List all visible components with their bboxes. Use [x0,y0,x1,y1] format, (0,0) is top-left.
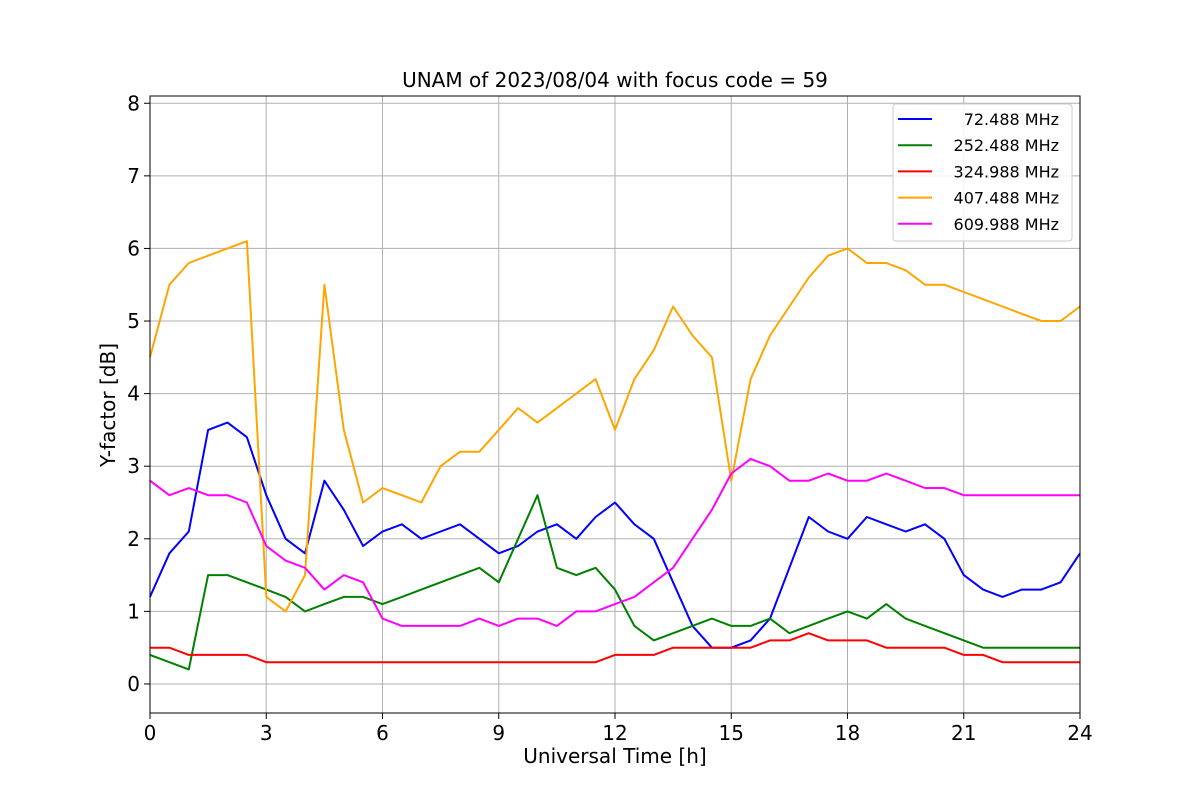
legend-label-3: 407.488 MHz [954,189,1059,208]
y-axis-label: Y-factor [dB] [96,343,120,468]
legend-label-0: 72.488 MHz [964,110,1059,129]
x-tick-label: 9 [492,721,505,745]
y-tick-label: 6 [127,236,140,260]
legend-entries: 72.488 MHz 252.488 MHz 324.988 MHz 407.488 … [898,110,1059,234]
x-tick-label: 12 [602,721,627,745]
legend-label-4: 609.988 MHz [954,215,1059,234]
y-tick-label: 0 [127,672,140,696]
x-tick-label: 18 [835,721,860,745]
series-line-0 [149,421,1081,649]
y-tick-label: 8 [127,91,140,115]
legend: 72.488 MHz 252.488 MHz 324.988 MHz 407.488 … [892,103,1073,242]
series-line-3 [149,240,1081,613]
chart-title: UNAM of 2023/08/04 with focus code = 59 [402,68,828,92]
x-tick-label: 24 [1067,721,1092,745]
series-line-1 [149,494,1080,671]
x-axis-label: Universal Time [h] [523,744,706,768]
legend-box [892,103,1073,242]
series-line-4 [149,457,1080,627]
y-tick-label: 2 [127,527,140,551]
x-tick-label: 15 [719,721,744,745]
y-tick-label: 3 [127,454,140,478]
legend-label-1: 252.488 MHz [954,136,1059,155]
x-tick-label: 6 [376,721,389,745]
series-line-2 [150,632,1080,664]
y-tick-label: 7 [127,164,140,188]
y-tick-label: 4 [127,382,140,406]
x-tick-label: 3 [260,721,273,745]
legend-label-2: 324.988 MHz [954,162,1059,181]
x-tick-label: 21 [951,721,976,745]
y-tick-label: 5 [127,309,140,333]
x-tick-label: 0 [144,721,157,745]
y-tick-label: 1 [127,599,140,623]
series-layer [149,240,1081,671]
